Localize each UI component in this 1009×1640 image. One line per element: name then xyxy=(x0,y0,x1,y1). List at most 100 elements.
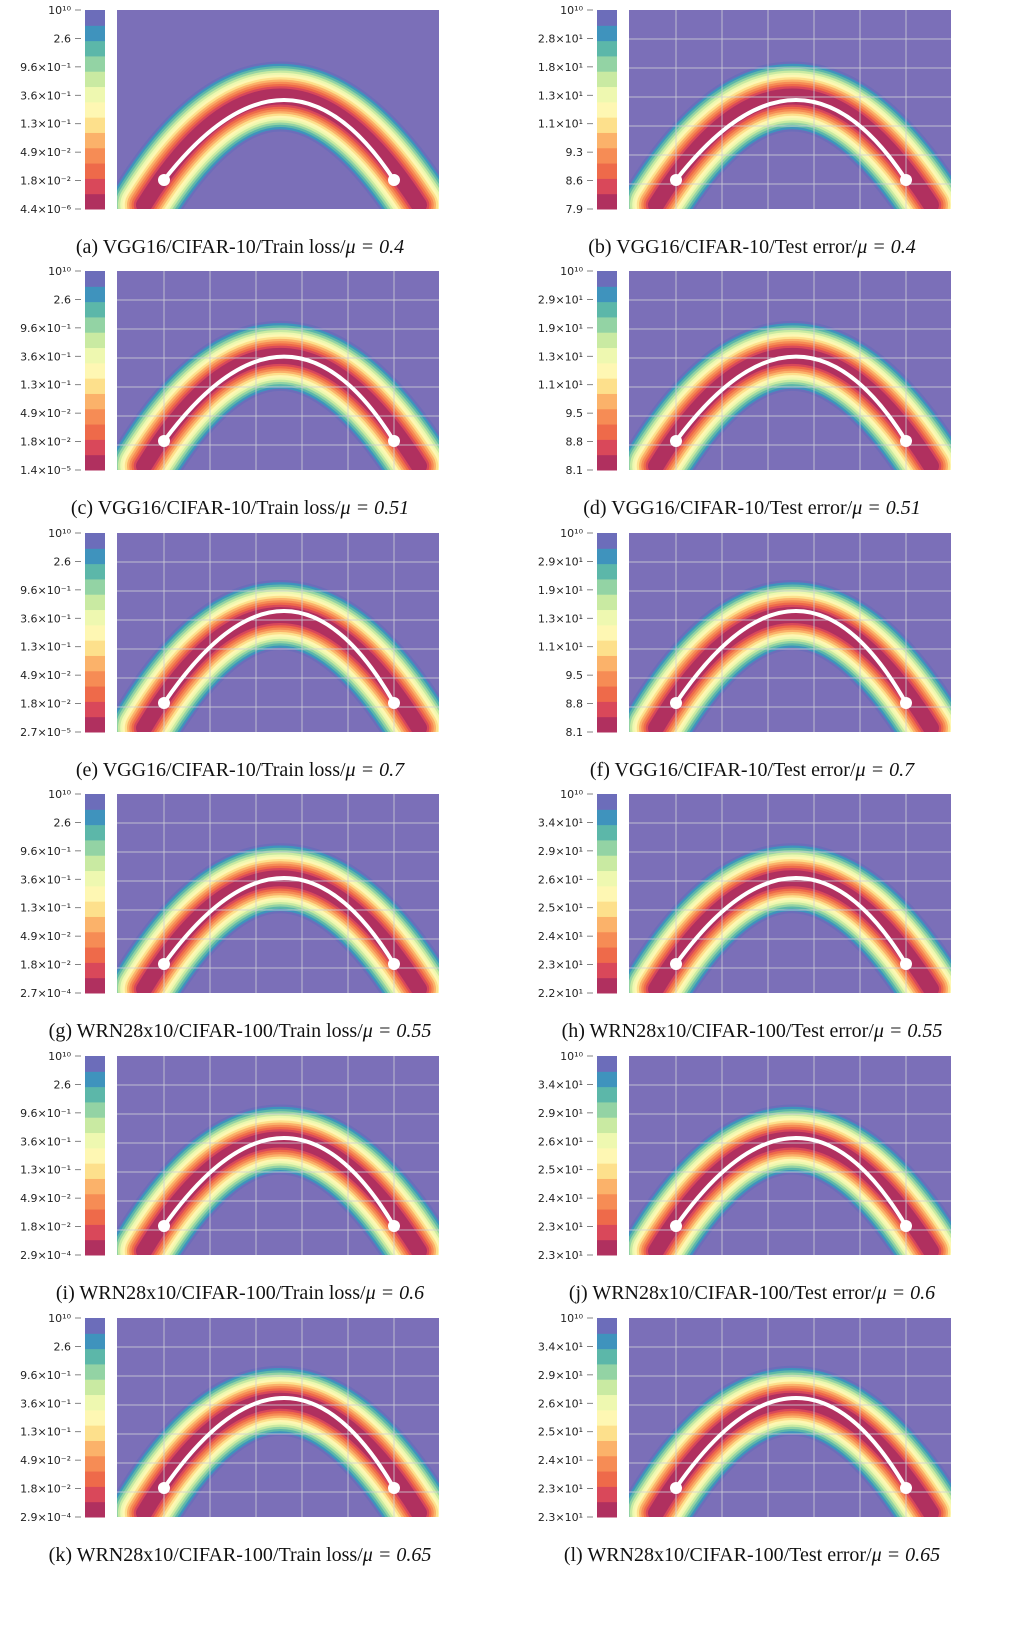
colorbar-tick-label: 1.3×10⁻¹ xyxy=(20,118,71,131)
colorbar-tick-label: 4.9×10⁻² xyxy=(20,146,71,159)
colorbar-tick-label: 1.3×10⁻¹ xyxy=(20,1426,71,1439)
colorbar-swatch xyxy=(85,1101,105,1118)
colorbar-tick-label: 2.5×10¹ xyxy=(538,902,583,915)
colorbar-swatch xyxy=(597,1379,617,1396)
colorbar-swatch xyxy=(85,624,105,641)
colorbar-tick-label: 10¹⁰ xyxy=(560,1050,583,1063)
colorbar-swatch xyxy=(85,609,105,626)
colorbar-swatch xyxy=(597,117,617,133)
colorbar-swatch xyxy=(85,839,105,856)
colorbar-swatch xyxy=(85,454,105,471)
colorbar-tick-label: 1.1×10¹ xyxy=(538,118,583,131)
curve-endpoint xyxy=(388,435,400,447)
chart-panel: 2.7×10⁻⁵ 1.8×10⁻² 4.9×10⁻² 1.3×10⁻¹ 3.6×10⁻¹… xyxy=(0,523,480,793)
colorbar-tick-label: 10¹⁰ xyxy=(48,4,71,17)
colorbar-swatch xyxy=(85,1440,105,1457)
colorbar-tick-label: 1.8×10⁻² xyxy=(20,1221,71,1234)
colorbar-tick-label: 10¹⁰ xyxy=(48,265,71,278)
chart-svg: 2.7×10⁻⁵ 1.8×10⁻² 4.9×10⁻² 1.3×10⁻¹ 3.6×10⁻¹… xyxy=(20,527,439,739)
curve-endpoint xyxy=(670,435,682,447)
colorbar-swatch xyxy=(85,701,105,718)
colorbar-swatch xyxy=(597,408,617,425)
colorbar-tick-label: 4.9×10⁻² xyxy=(20,669,71,682)
caption-mu: μ = 0.4 xyxy=(857,236,916,258)
chart-svg: 1.4×10⁻⁵ 1.8×10⁻² 4.9×10⁻² 1.3×10⁻¹ 3.6×10⁻¹… xyxy=(20,265,439,477)
colorbar-swatch xyxy=(85,55,105,72)
colorbar-swatch xyxy=(597,931,617,948)
colorbar-swatch xyxy=(597,86,617,103)
colorbar-tick-label: 2.6 xyxy=(54,555,72,568)
colorbar-swatch xyxy=(85,1056,105,1072)
heatmap-area xyxy=(629,10,951,209)
colorbar-swatch xyxy=(85,332,105,349)
colorbar-tick-label: 9.6×10⁻¹ xyxy=(20,61,71,74)
colorbar-tick-label: 1.1×10¹ xyxy=(538,379,583,392)
colorbar-swatch xyxy=(85,855,105,872)
colorbar-tick-label: 10¹⁰ xyxy=(48,1312,71,1325)
colorbar-swatch xyxy=(597,977,617,994)
chart-svg: 2.3×10¹ 2.3×10¹ 2.4×10¹ 2.5×10¹ 2.6×10¹ 2.9×1… xyxy=(538,1312,951,1524)
colorbar-swatch xyxy=(597,362,617,379)
colorbar-swatch xyxy=(85,578,105,595)
colorbar-swatch xyxy=(597,10,617,26)
colorbar-swatch xyxy=(85,1425,105,1441)
colorbar-tick-label: 2.2×10¹ xyxy=(538,987,583,1000)
basin-band xyxy=(648,607,939,732)
chart-svg: 2.9×10⁻⁴ 1.8×10⁻² 4.9×10⁻² 1.3×10⁻¹ 3.6×10⁻¹… xyxy=(20,1312,439,1524)
curve-endpoint xyxy=(670,958,682,970)
colorbar-swatch xyxy=(597,701,617,718)
heatmap-area xyxy=(629,1318,951,1517)
colorbar-tick-label: 10¹⁰ xyxy=(560,1312,583,1325)
curve-path xyxy=(674,354,908,443)
curve-endpoint xyxy=(158,958,170,970)
curve-endpoint xyxy=(670,697,682,709)
colorbar-tick-label: 4.4×10⁻⁶ xyxy=(20,203,72,216)
chart-svg: 7.9 8.6 9.3 1.1×10¹ 1.3×10¹ 1.8×10¹ 2.8×10¹ 10¹… xyxy=(538,4,951,216)
colorbar-swatch xyxy=(597,1363,617,1380)
colorbar-swatch xyxy=(597,563,617,580)
colorbar-swatch xyxy=(85,86,105,103)
colorbar-swatch xyxy=(597,1455,617,1472)
colorbar-swatch xyxy=(597,332,617,349)
colorbar-tick-label: 2.5×10¹ xyxy=(538,1164,583,1177)
colorbar-swatch xyxy=(85,1193,105,1210)
colorbar-tick-label: 2.6×10¹ xyxy=(538,1397,583,1410)
chart-panel: 2.2×10¹ 2.3×10¹ 2.4×10¹ 2.5×10¹ 2.6×10¹ 2.9×1… xyxy=(512,784,992,1054)
panel-caption: (l) WRN28x10/CIFAR-100/Test error/μ = 0.… xyxy=(512,1544,992,1567)
curve-endpoint xyxy=(670,174,682,186)
colorbar-swatch xyxy=(85,1394,105,1411)
colorbar-swatch xyxy=(597,670,617,687)
chart-svg: 2.7×10⁻⁴ 1.8×10⁻² 4.9×10⁻² 1.3×10⁻¹ 3.6×10⁻¹… xyxy=(20,788,439,1000)
colorbar-swatch xyxy=(597,1224,617,1241)
colorbar-swatch xyxy=(85,301,105,318)
colorbar-tick-label: 2.6 xyxy=(54,1078,72,1091)
colorbar-tick-label: 9.6×10⁻¹ xyxy=(20,584,71,597)
colorbar-swatch xyxy=(85,824,105,841)
colorbar-swatch xyxy=(597,347,617,364)
colorbar-swatch xyxy=(597,71,617,88)
chart-panel: 2.9×10⁻⁴ 1.8×10⁻² 4.9×10⁻² 1.3×10⁻¹ 3.6×10⁻¹… xyxy=(0,1308,480,1578)
basin-band xyxy=(648,1392,939,1517)
colorbar-swatch xyxy=(85,1379,105,1396)
colorbar-swatch xyxy=(597,1471,617,1487)
heatmap-area xyxy=(117,10,439,209)
colorbar-swatch xyxy=(597,55,617,72)
colorbar-tick-label: 9.5 xyxy=(566,407,584,420)
chart-panel: 1.4×10⁻⁵ 1.8×10⁻² 4.9×10⁻² 1.3×10⁻¹ 3.6×10⁻¹… xyxy=(0,261,480,531)
colorbar-swatch xyxy=(597,378,617,394)
caption-mu: μ = 0.65 xyxy=(871,1544,941,1566)
colorbar-swatch xyxy=(85,163,105,179)
colorbar-tick-label: 1.8×10⁻² xyxy=(20,175,71,188)
colorbar-swatch xyxy=(597,1348,617,1365)
colorbar-swatch xyxy=(597,286,617,303)
panel-caption: (f) VGG16/CIFAR-10/Test error/μ = 0.7 xyxy=(512,759,992,782)
caption-mu: μ = 0.51 xyxy=(852,497,921,519)
colorbar-swatch xyxy=(597,1409,617,1426)
caption-text: (h) WRN28x10/CIFAR-100/Test error/ xyxy=(561,1020,874,1042)
colorbar-tick-label: 2.4×10¹ xyxy=(538,1454,583,1467)
colorbar-swatch xyxy=(85,962,105,979)
colorbar-swatch xyxy=(597,1440,617,1457)
colorbar-tick-label: 2.3×10¹ xyxy=(538,1249,583,1262)
colorbar-swatch xyxy=(85,117,105,133)
colorbar-swatch xyxy=(85,670,105,687)
